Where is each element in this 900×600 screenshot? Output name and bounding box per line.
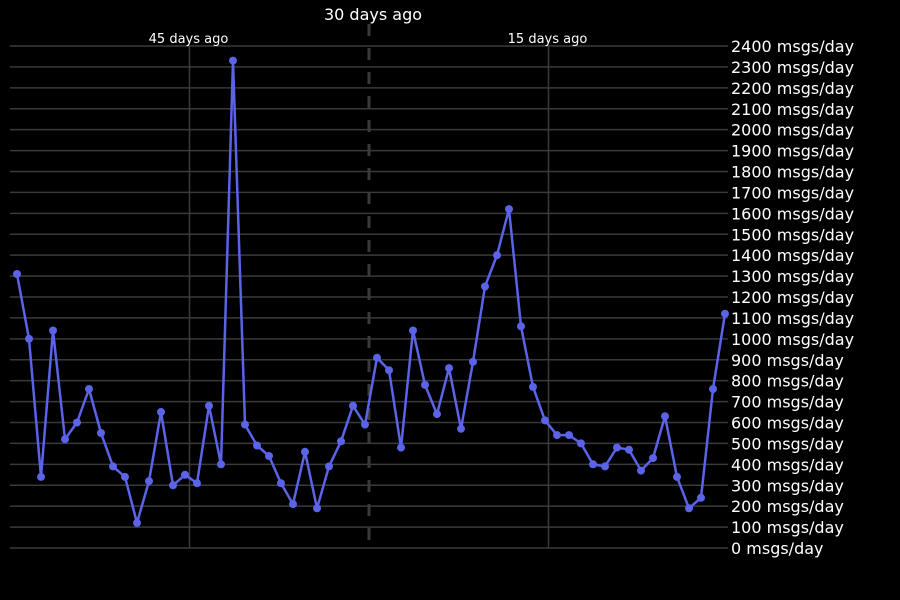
y-tick-label: 400 msgs/day: [731, 455, 844, 474]
data-point: [133, 518, 141, 527]
y-tick-label: 0 msgs/day: [731, 539, 824, 558]
data-point: [697, 493, 705, 502]
data-point: [385, 366, 393, 375]
data-point: [565, 431, 573, 440]
y-tick-label: 1400 msgs/day: [731, 246, 854, 265]
data-point: [529, 382, 537, 391]
y-tick-label: 500 msgs/day: [731, 434, 844, 453]
data-point: [205, 401, 213, 410]
data-point: [13, 270, 21, 278]
data-point: [301, 447, 309, 456]
data-point: [265, 452, 273, 460]
data-point: [517, 322, 525, 331]
data-point: [625, 445, 633, 454]
data-point: [61, 435, 69, 444]
y-tick-label: 2300 msgs/day: [731, 58, 854, 77]
data-point: [277, 479, 285, 488]
data-point: [313, 504, 321, 513]
data-point: [673, 472, 681, 481]
data-point: [661, 412, 669, 421]
data-point: [445, 364, 453, 373]
data-point: [121, 472, 129, 481]
y-tick-label: 700 msgs/day: [731, 393, 844, 412]
data-point: [577, 439, 585, 448]
data-point: [469, 357, 477, 366]
data-point: [541, 416, 549, 425]
grid-layer: [10, 24, 728, 549]
y-tick-label: 200 msgs/day: [731, 497, 844, 516]
data-point: [457, 424, 465, 433]
data-point: [49, 326, 57, 335]
data-point: [73, 418, 81, 427]
y-tick-label: 2200 msgs/day: [731, 79, 854, 98]
y-tick-label: 1100 msgs/day: [731, 309, 854, 328]
x-tick-label: 30 days ago: [324, 5, 422, 24]
data-point: [409, 326, 417, 335]
data-point: [601, 462, 609, 471]
data-point: [157, 408, 165, 416]
data-point: [721, 309, 729, 318]
data-point: [397, 443, 405, 452]
y-tick-label: 1600 msgs/day: [731, 204, 854, 223]
data-point: [109, 462, 117, 471]
data-point: [613, 443, 621, 452]
data-point: [325, 462, 333, 471]
y-tick-label: 1300 msgs/day: [731, 267, 854, 286]
data-point: [169, 481, 177, 490]
data-point: [253, 441, 261, 450]
data-point: [481, 282, 489, 291]
y-tick-label: 1700 msgs/day: [731, 183, 854, 202]
data-point: [337, 437, 345, 446]
y-tick-label: 2000 msgs/day: [731, 121, 854, 140]
data-point: [373, 353, 381, 362]
data-point: [229, 56, 237, 65]
data-point: [193, 479, 201, 488]
data-point: [493, 251, 501, 260]
y-tick-label: 300 msgs/day: [731, 476, 844, 495]
data-point: [421, 380, 429, 389]
y-tick-label: 1800 msgs/day: [731, 163, 854, 182]
data-point: [553, 431, 561, 440]
data-point: [589, 460, 597, 469]
data-point: [637, 466, 645, 475]
y-tick-label: 1900 msgs/day: [731, 142, 854, 161]
y-tick-label: 800 msgs/day: [731, 372, 844, 391]
data-point: [85, 385, 93, 393]
y-tick-label: 900 msgs/day: [731, 351, 844, 370]
data-point: [145, 477, 153, 486]
data-point: [289, 500, 297, 509]
data-point: [505, 205, 513, 214]
data-point: [433, 410, 441, 419]
y-tick-label: 2100 msgs/day: [731, 100, 854, 119]
series-layer: [13, 56, 729, 527]
data-point: [361, 420, 369, 429]
data-point: [37, 472, 45, 481]
y-tick-label: 1000 msgs/day: [731, 330, 854, 349]
y-tick-label: 2400 msgs/day: [731, 37, 854, 56]
data-point: [241, 420, 249, 429]
data-point: [97, 429, 105, 437]
y-tick-label: 1500 msgs/day: [731, 225, 854, 244]
y-tick-label: 600 msgs/day: [731, 414, 844, 433]
x-tick-label: 45 days ago: [149, 32, 229, 47]
data-point: [685, 504, 693, 513]
data-point: [649, 454, 657, 463]
y-tick-label: 1200 msgs/day: [731, 288, 854, 307]
data-point: [181, 470, 189, 479]
data-point: [25, 334, 33, 343]
x-axis: 45 days ago 30 days ago 15 days ago: [149, 5, 588, 47]
x-tick-label: 15 days ago: [508, 32, 588, 47]
y-tick-label: 100 msgs/day: [731, 518, 844, 537]
data-point: [349, 401, 357, 410]
y-axis: 0 msgs/day 100 msgs/day 200 msgs/day 300 ms…: [731, 37, 854, 558]
data-point: [709, 385, 717, 393]
data-point: [217, 460, 225, 469]
